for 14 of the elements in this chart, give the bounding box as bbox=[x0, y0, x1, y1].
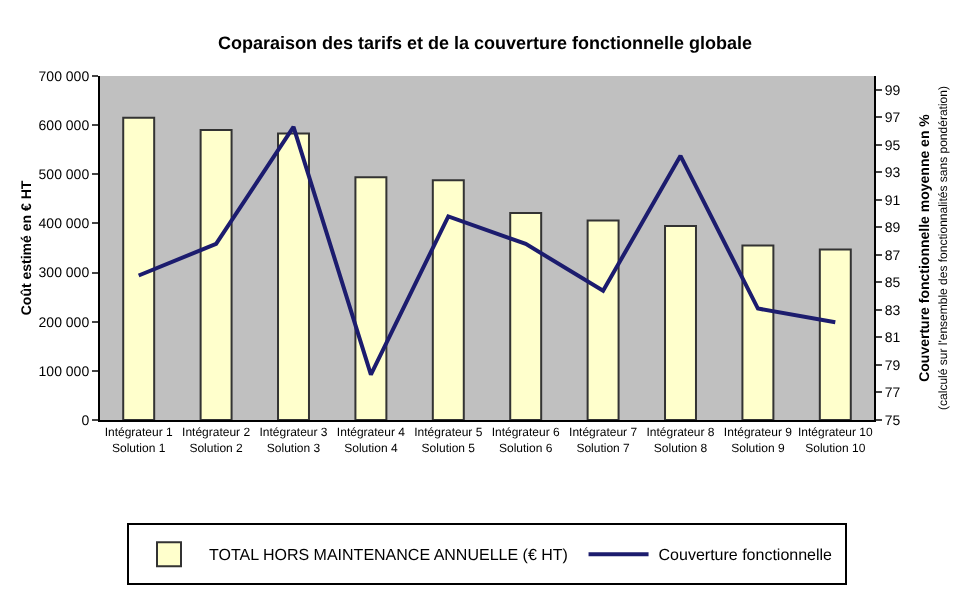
legend-label: Couverture fonctionnelle bbox=[658, 546, 834, 565]
legend-label: TOTAL HORS MAINTENANCE ANNUELLE (€ HT) bbox=[209, 546, 569, 565]
bar bbox=[122, 116, 156, 420]
chart-title: Coparaison des tarifs et de la couverture fonctionnelle globale bbox=[217, 33, 753, 54]
bar bbox=[354, 176, 388, 420]
bar bbox=[586, 219, 620, 420]
bar bbox=[664, 224, 697, 420]
bar bbox=[509, 212, 543, 420]
bar bbox=[741, 244, 775, 420]
bar bbox=[199, 129, 233, 420]
bar bbox=[431, 179, 465, 420]
bar bbox=[277, 132, 310, 420]
bar bbox=[818, 248, 852, 420]
line-series bbox=[136, 124, 838, 377]
